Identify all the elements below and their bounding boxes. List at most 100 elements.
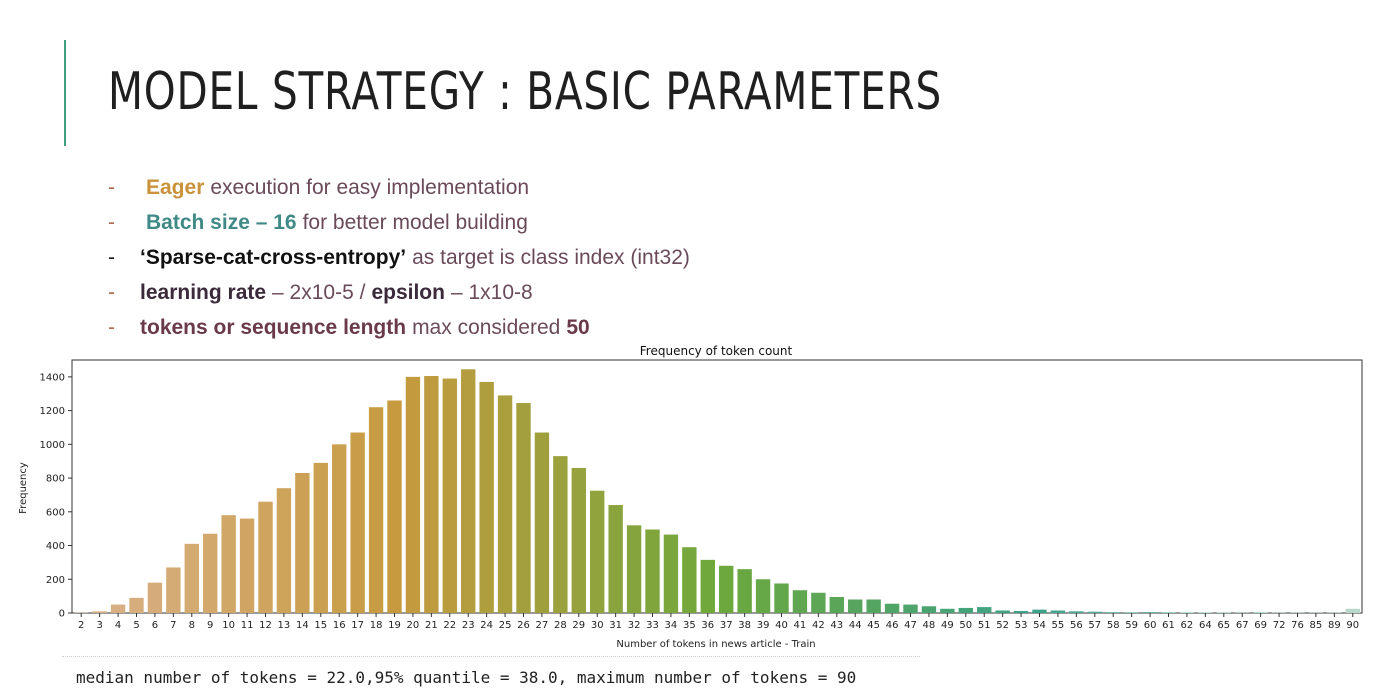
bar — [1253, 612, 1268, 613]
bullet-list: - Eager execution for easy implementatio… — [108, 170, 690, 345]
x-tick-label: 76 — [1291, 620, 1304, 631]
bar — [737, 569, 752, 613]
bar — [663, 534, 679, 613]
bullet-text: execution for easy implementation — [210, 175, 530, 199]
bar — [682, 547, 697, 613]
x-tick-label: 58 — [1107, 620, 1120, 631]
bar — [1345, 608, 1360, 613]
x-tick-label: 27 — [536, 620, 549, 631]
x-tick-label: 46 — [886, 620, 899, 631]
x-tick-label: 7 — [170, 620, 176, 631]
x-tick-label: 21 — [425, 620, 438, 631]
bar — [276, 488, 292, 613]
bar — [295, 473, 310, 613]
y-tick-label: 600 — [46, 507, 65, 518]
bar — [1050, 610, 1066, 613]
x-tick-label: 49 — [941, 620, 954, 631]
bar — [387, 400, 402, 613]
bar — [405, 376, 421, 613]
chart-title: Frequency of token count — [640, 344, 793, 358]
x-tick-label: 42 — [812, 620, 825, 631]
x-tick-label: 36 — [701, 620, 714, 631]
x-tick-label: 14 — [296, 620, 309, 631]
bar — [903, 604, 918, 613]
bullet-text: – 2x10-5 / — [272, 280, 366, 304]
bar — [884, 603, 900, 613]
bar — [755, 579, 771, 613]
x-tick-label: 69 — [1254, 620, 1267, 631]
bullet-key: learning rate — [140, 280, 267, 304]
bar — [1142, 611, 1158, 613]
x-tick-label: 45 — [867, 620, 880, 631]
x-tick-label: 10 — [222, 620, 235, 631]
bar — [110, 604, 126, 613]
bar — [442, 378, 457, 613]
title-accent-line — [64, 40, 66, 146]
x-tick-label: 16 — [333, 620, 346, 631]
x-tick-label: 65 — [1217, 620, 1230, 631]
bar — [184, 543, 199, 613]
bullet-eager: - Eager execution for easy implementatio… — [108, 170, 690, 205]
bar — [921, 606, 937, 613]
bar — [645, 529, 660, 613]
bar — [1106, 612, 1121, 613]
x-tick-label: 11 — [241, 620, 254, 631]
x-tick-label: 61 — [1162, 620, 1175, 631]
x-tick-label: 20 — [407, 620, 420, 631]
bullet-key: ‘Sparse-cat-cross-entropy’ — [140, 245, 407, 269]
bullet-dash: - — [108, 245, 115, 269]
x-tick-label: 37 — [720, 620, 733, 631]
x-tick-label: 32 — [628, 620, 641, 631]
x-tick-label: 23 — [462, 620, 475, 631]
bar — [1198, 612, 1213, 613]
x-tick-label: 24 — [480, 620, 493, 631]
x-tick-label: 56 — [1070, 620, 1083, 631]
x-tick-label: 2 — [78, 620, 84, 631]
x-tick-label: 34 — [665, 620, 678, 631]
x-tick-label: 38 — [738, 620, 751, 631]
x-tick-label: 31 — [609, 620, 622, 631]
x-tick-label: 8 — [189, 620, 195, 631]
x-tick-label: 51 — [978, 620, 991, 631]
bar — [774, 583, 789, 613]
bar — [239, 518, 255, 613]
bar — [700, 559, 715, 613]
y-tick-label: 200 — [46, 575, 65, 586]
x-tick-label: 47 — [904, 620, 917, 631]
bullet-text: for better model building — [302, 210, 528, 234]
x-tick-label: 59 — [1125, 620, 1138, 631]
bar — [792, 590, 808, 613]
bar — [958, 607, 973, 613]
bar — [313, 462, 328, 613]
x-tick-label: 64 — [1199, 620, 1212, 631]
bar — [461, 369, 476, 613]
bar — [1087, 611, 1102, 613]
bullet-key: tokens or sequence length — [140, 315, 407, 339]
bullet-dash: - — [108, 175, 115, 199]
x-tick-label: 6 — [152, 620, 158, 631]
bar — [553, 456, 568, 613]
x-tick-label: 43 — [830, 620, 843, 631]
x-tick-label: 4 — [115, 620, 121, 631]
y-tick-label: 1200 — [40, 406, 65, 417]
x-tick-label: 5 — [133, 620, 139, 631]
bar — [203, 533, 218, 613]
bar — [92, 611, 107, 613]
bar — [848, 599, 863, 613]
x-tick-label: 67 — [1236, 620, 1249, 631]
x-tick-label: 25 — [499, 620, 512, 631]
bar — [995, 610, 1010, 613]
bullet-key: Eager — [146, 175, 205, 199]
bar — [829, 596, 844, 613]
x-tick-label: 40 — [775, 620, 788, 631]
bar — [368, 407, 384, 613]
bar — [626, 525, 642, 613]
bar — [811, 592, 826, 613]
x-tick-label: 90 — [1346, 620, 1359, 631]
bar — [147, 582, 163, 613]
bar — [590, 490, 605, 613]
bar — [866, 599, 881, 613]
bullet-text: as target is class index (int32) — [412, 245, 690, 269]
y-tick-label: 1400 — [40, 372, 65, 383]
x-tick-label: 50 — [959, 620, 972, 631]
